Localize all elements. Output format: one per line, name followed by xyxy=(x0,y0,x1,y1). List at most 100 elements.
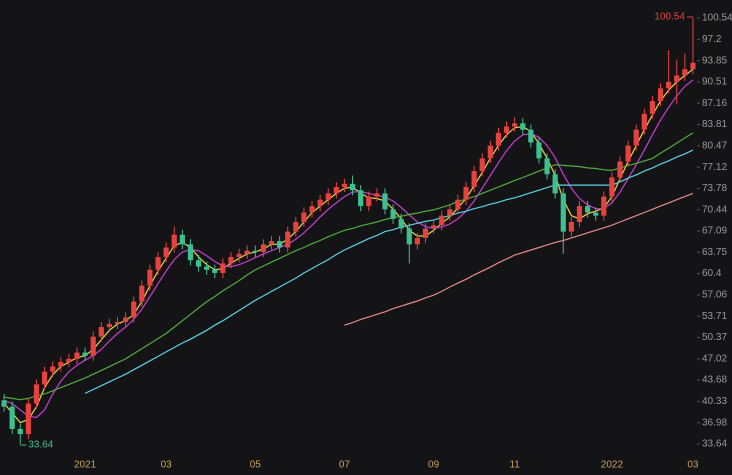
candle-body xyxy=(560,193,566,232)
candle-body xyxy=(463,187,469,200)
x-tick-label: 05 xyxy=(250,460,262,471)
candle-body xyxy=(82,352,88,356)
candle-body xyxy=(625,145,631,162)
candle-body xyxy=(325,193,331,200)
candle-body xyxy=(244,250,250,254)
candle-body xyxy=(657,88,664,102)
moving-average-line xyxy=(4,132,694,401)
candle-body xyxy=(374,193,380,197)
y-tick-label: 63.75 xyxy=(702,247,727,258)
candle-body xyxy=(447,209,453,216)
candle-body xyxy=(431,225,437,229)
candle-body xyxy=(179,234,185,245)
y-tick-label: 83.81 xyxy=(702,119,727,130)
high-label: 100.54 xyxy=(654,12,685,23)
candle-body xyxy=(317,199,323,207)
candle-body xyxy=(171,234,177,248)
candle-body xyxy=(633,129,639,146)
candle-body xyxy=(252,250,258,252)
candle-body xyxy=(593,212,599,216)
candle-body xyxy=(268,241,275,245)
candle-body xyxy=(98,327,104,337)
candle-body xyxy=(131,301,137,318)
y-tick-label: 50.37 xyxy=(702,332,727,343)
candle-body xyxy=(212,269,218,273)
candle-body xyxy=(398,218,404,229)
candle-body xyxy=(228,257,234,264)
candle-body xyxy=(584,206,591,213)
candle-body xyxy=(25,403,31,435)
candle-body xyxy=(187,244,194,261)
candle-body xyxy=(123,317,129,322)
candle-body xyxy=(349,183,356,191)
candle-body xyxy=(666,81,672,89)
y-tick-label: 43.68 xyxy=(702,375,727,386)
candle-body xyxy=(414,237,420,245)
candle-body xyxy=(155,257,161,270)
candle-body xyxy=(682,69,688,76)
y-tick-label: 73.78 xyxy=(702,183,727,194)
candle-body xyxy=(366,196,372,207)
candle-body xyxy=(617,161,623,178)
candle-body xyxy=(74,352,80,359)
y-tick-label: 60.4 xyxy=(702,268,722,279)
x-tick-label: 09 xyxy=(428,460,440,471)
y-tick-label: 67.09 xyxy=(702,226,727,237)
y-tick-label: 93.85 xyxy=(702,55,727,66)
candle-body xyxy=(236,253,242,258)
candle-body xyxy=(139,285,145,302)
candle-body xyxy=(503,126,510,133)
candle-body xyxy=(528,129,534,143)
y-tick-label: 47.02 xyxy=(702,353,727,364)
candle-body xyxy=(114,321,121,324)
candle-body xyxy=(536,142,542,159)
y-tick-label: 80.47 xyxy=(702,140,727,151)
x-tick-label: 2022 xyxy=(601,460,624,471)
y-tick-label: 36.98 xyxy=(702,417,727,428)
candle-body xyxy=(544,158,550,175)
candle-body xyxy=(576,206,583,223)
y-tick-label: 57.06 xyxy=(702,290,727,301)
candle-body xyxy=(609,177,615,197)
candle-body xyxy=(487,145,493,159)
candle-body xyxy=(50,366,56,372)
candle-body xyxy=(195,260,202,267)
moving-average-line xyxy=(84,149,694,394)
candle-body xyxy=(204,266,210,270)
y-tick-label: 53.71 xyxy=(702,311,727,322)
candle-body xyxy=(690,62,696,70)
candle-body xyxy=(674,75,680,82)
candle-body xyxy=(382,193,388,210)
candle-body xyxy=(220,263,226,273)
candle-body xyxy=(90,336,96,356)
candle-body xyxy=(471,171,477,188)
candle-body xyxy=(17,428,23,435)
candle-body xyxy=(9,406,15,429)
candle-body xyxy=(390,209,396,219)
candle-body xyxy=(147,269,153,286)
x-tick-label: 03 xyxy=(687,460,699,471)
candle-body xyxy=(641,113,647,130)
candle-body xyxy=(649,101,656,114)
candle-body xyxy=(406,228,412,245)
y-tick-label: 40.33 xyxy=(702,396,727,407)
moving-average-line xyxy=(3,79,694,419)
x-tick-label: 07 xyxy=(339,460,351,471)
y-tick-label: 33.64 xyxy=(702,439,727,450)
candle-body xyxy=(568,222,574,232)
candle-body xyxy=(41,371,48,385)
candle-body xyxy=(358,190,364,207)
candle-body xyxy=(495,132,502,146)
y-tick-label: 100.54 xyxy=(702,13,732,24)
candle-body xyxy=(277,241,283,248)
y-tick-label: 70.44 xyxy=(702,204,727,215)
candle-body xyxy=(439,215,445,226)
candle-body xyxy=(106,323,113,328)
candle-body xyxy=(479,158,485,172)
y-tick-label: 97.2 xyxy=(702,34,722,45)
candle-body xyxy=(285,231,291,248)
x-tick-label: 03 xyxy=(161,460,173,471)
candle-body xyxy=(552,174,558,194)
